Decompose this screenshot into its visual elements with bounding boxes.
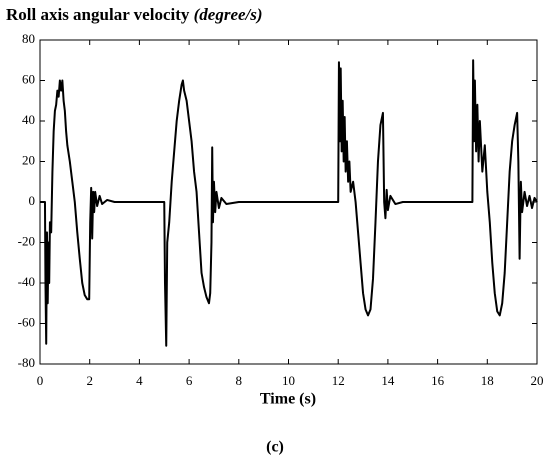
data-line	[40, 59, 538, 347]
x-tick-label: 2	[86, 373, 93, 388]
y-tick-label: 40	[22, 112, 35, 127]
title-unit: (degree/s)	[194, 5, 263, 24]
caption: (c)	[266, 439, 284, 456]
x-axis-label: Time (s)	[260, 391, 316, 408]
x-tick-label: 18	[481, 373, 494, 388]
x-tick-label: 12	[332, 373, 345, 388]
y-tick-label: -80	[18, 355, 35, 370]
x-tick-label: 0	[37, 373, 44, 388]
y-tick-label: -20	[18, 233, 35, 248]
x-tick-label: 14	[381, 373, 395, 388]
y-tick-label: 20	[22, 152, 35, 167]
x-tick-label: 6	[186, 373, 193, 388]
x-tick-label: 10	[282, 373, 295, 388]
y-tick-label: -60	[18, 314, 35, 329]
title-text: Roll axis angular velocity	[6, 5, 190, 24]
x-tick-label: 16	[431, 373, 445, 388]
y-tick-label: 80	[22, 31, 35, 46]
x-tick-label: 4	[136, 373, 143, 388]
y-tick-label: 60	[22, 71, 35, 86]
y-tick-label: 0	[29, 193, 36, 208]
x-tick-label: 20	[531, 373, 544, 388]
chart-title: Roll axis angular velocity (degree/s)	[6, 5, 263, 24]
y-tick-label: -40	[18, 274, 35, 289]
x-tick-label: 8	[236, 373, 243, 388]
